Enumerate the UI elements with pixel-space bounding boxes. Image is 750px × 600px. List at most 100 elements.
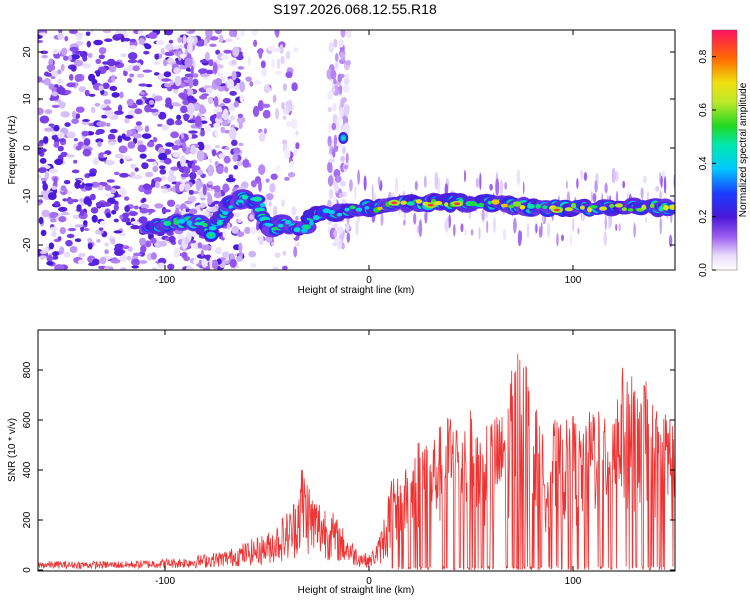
heatmap-x-tick-label: 0 <box>366 275 372 286</box>
heatmap-cell <box>195 179 202 191</box>
heatmap-cell <box>539 225 541 239</box>
heatmap-cell <box>102 82 110 90</box>
snr-series-line <box>38 353 675 571</box>
heatmap-cell <box>615 223 618 232</box>
heatmap-cell <box>250 197 257 201</box>
heatmap-cell <box>51 186 57 190</box>
heatmap-cell <box>179 53 187 59</box>
heatmap-cell <box>265 236 273 243</box>
heatmap-cell <box>82 119 90 122</box>
heatmap-cell <box>76 35 83 41</box>
colorbar-tick-label: 0.4 <box>698 156 709 170</box>
snr-x-tick-label: 100 <box>565 576 582 587</box>
heatmap-cell <box>570 234 573 246</box>
heatmap-cell <box>663 204 669 211</box>
heatmap-cell <box>54 158 64 166</box>
heatmap-cell <box>53 124 60 132</box>
heatmap-cell <box>516 169 521 186</box>
heatmap-cell <box>327 220 332 226</box>
figure-title: S197.2026.068.12.55.R18 <box>273 1 437 17</box>
heatmap-cell <box>99 256 107 265</box>
heatmap-cell <box>336 226 344 235</box>
heatmap-cell <box>74 74 82 83</box>
heatmap-cell <box>658 206 664 212</box>
heatmap-cell <box>107 133 116 141</box>
heatmap-cell <box>169 79 174 86</box>
heatmap-cell <box>338 114 342 126</box>
heatmap-cell <box>61 47 68 56</box>
heatmap-cell <box>332 113 338 124</box>
heatmap-cell <box>132 133 142 139</box>
heatmap-cell <box>53 201 60 207</box>
heatmap-cell <box>199 59 209 64</box>
heatmap-cell <box>140 91 145 95</box>
heatmap-cell <box>38 76 43 83</box>
heatmap-cell <box>66 233 75 239</box>
heatmap-cell <box>333 184 340 192</box>
heatmap-cell <box>104 38 113 42</box>
heatmap-cell <box>341 136 345 140</box>
heatmap-cell <box>150 182 156 188</box>
heatmap-cell <box>170 166 179 171</box>
heatmap-cell <box>113 171 120 176</box>
heatmap-cell <box>660 175 663 188</box>
heatmap-cell <box>180 92 189 101</box>
heatmap-cell <box>198 68 208 74</box>
heatmap-cell <box>69 46 79 52</box>
heatmap-cell <box>233 165 239 170</box>
heatmap-cell <box>57 78 63 85</box>
heatmap-cell <box>200 250 204 257</box>
heatmap-cell <box>97 141 102 148</box>
heatmap-cell <box>478 227 481 240</box>
heatmap-cell <box>214 30 223 35</box>
heatmap-cell <box>77 259 85 265</box>
heatmap-cell <box>60 111 70 118</box>
heatmap-cell <box>237 199 244 203</box>
heatmap-cell <box>60 185 67 192</box>
heatmap-cell <box>172 151 181 158</box>
heatmap-cell <box>418 219 423 238</box>
heatmap-cell <box>75 145 82 151</box>
heatmap-cell <box>135 121 142 126</box>
heatmap-cell <box>69 246 78 253</box>
snr-y-ticks: 0 200 400 600 800 <box>22 361 675 573</box>
heatmap-y-tick-label: 10 <box>22 93 33 105</box>
heatmap-cell <box>108 65 117 73</box>
heatmap-cell <box>561 234 564 242</box>
heatmap-cell <box>327 175 334 187</box>
heatmap-cell <box>73 138 78 142</box>
heatmap-cell <box>127 59 138 64</box>
heatmap-cell <box>184 183 191 192</box>
heatmap-frame <box>37 29 676 271</box>
snr-y-tick-label: 0 <box>22 567 33 573</box>
heatmap-cell <box>64 122 71 127</box>
snr-x-tick-label: 0 <box>366 576 372 587</box>
heatmap-cell <box>535 223 538 234</box>
heatmap-cell <box>345 60 351 66</box>
heatmap-cell <box>186 266 194 270</box>
heatmap-cell <box>240 30 245 38</box>
heatmap-cell <box>83 56 88 62</box>
heatmap-cell <box>66 154 75 158</box>
heatmap-cell <box>111 257 118 261</box>
heatmap-cell <box>495 178 500 197</box>
heatmap-cell <box>339 108 345 118</box>
heatmap-cell <box>130 163 136 169</box>
heatmap-cell <box>214 128 218 137</box>
heatmap-cell <box>71 110 77 119</box>
heatmap-cell <box>341 146 346 155</box>
heatmap-cell <box>216 165 224 175</box>
snr-y-tick-label: 800 <box>22 361 33 378</box>
heatmap-cell <box>182 34 187 45</box>
heatmap-cell <box>295 215 299 221</box>
heatmap-cell <box>145 208 156 213</box>
heatmap-cell <box>291 82 298 92</box>
heatmap-cell <box>122 245 130 250</box>
heatmap-cell <box>42 183 48 191</box>
heatmap-cell <box>137 30 144 35</box>
heatmap-cell <box>105 159 115 166</box>
heatmap-cell <box>188 130 198 134</box>
heatmap-cell <box>164 30 174 36</box>
heatmap-cell <box>216 111 222 119</box>
heatmap-cell <box>180 105 188 114</box>
